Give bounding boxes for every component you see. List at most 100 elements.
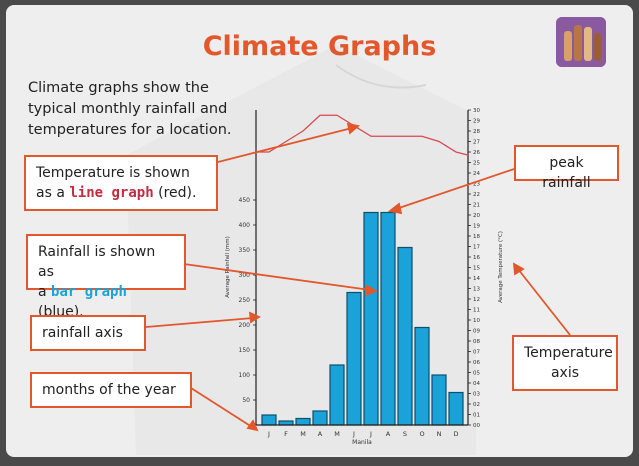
temp-axis-arrow bbox=[517, 268, 571, 336]
temperature-axis-label: Average Temperature (°C) bbox=[498, 231, 504, 303]
month-tick-label: J bbox=[369, 430, 372, 438]
temperature-tick-label: 15 bbox=[473, 266, 480, 272]
temperature-tick-label: 03 bbox=[473, 392, 480, 398]
temperature-tick-label: 24 bbox=[473, 171, 480, 177]
peak-arrow bbox=[395, 168, 515, 210]
temperature-tick-label: 17 bbox=[473, 245, 480, 251]
temperature-tick-label: 00 bbox=[473, 423, 480, 429]
rainfall-bars bbox=[261, 211, 464, 426]
month-tick-label: M bbox=[334, 430, 340, 438]
rainfall-axis-callout: rainfall axis bbox=[30, 315, 146, 351]
temperature-tick-label: 02 bbox=[473, 402, 480, 408]
rainfall-bar bbox=[431, 374, 447, 426]
temperature-axis-callout-line-2: axis bbox=[550, 365, 580, 381]
rainfall-bar bbox=[414, 326, 430, 426]
temperature-callout: Temperature is shown as a line graph (re… bbox=[24, 155, 218, 211]
callout-arrows bbox=[145, 122, 571, 432]
temperature-tick-label: 04 bbox=[473, 381, 480, 387]
months-callout: months of the year bbox=[30, 372, 192, 408]
temperature-tick-label: 20 bbox=[473, 213, 480, 219]
rainfall-arrow bbox=[183, 263, 371, 291]
temperature-arrow-head bbox=[346, 122, 360, 135]
rainfall-bar bbox=[329, 364, 345, 426]
rainfall-tick-label: 300 bbox=[239, 272, 251, 279]
month-tick-label: F bbox=[284, 430, 288, 438]
temperature-tick-label: 16 bbox=[473, 255, 480, 261]
line-graph-highlight: line graph bbox=[69, 185, 154, 201]
temperature-tick-label: 13 bbox=[473, 287, 480, 293]
temperature-tick-label: 18 bbox=[473, 234, 480, 240]
rainfall-tick-label: 150 bbox=[239, 347, 251, 354]
temperature-arrow bbox=[217, 127, 353, 163]
rainfall-bar bbox=[397, 246, 413, 426]
temperature-line bbox=[256, 114, 469, 156]
temperature-tick-label: 19 bbox=[473, 224, 480, 230]
temperature-callout-line-2: as a line graph (red). bbox=[36, 183, 206, 203]
rainfall-tick-label: 400 bbox=[239, 222, 251, 229]
intro-line-3: temperatures for a location. bbox=[28, 122, 232, 138]
months-arrow-head bbox=[246, 419, 259, 432]
rainfall-tick-label: 350 bbox=[239, 247, 251, 254]
rainfall-tick-label: 200 bbox=[239, 322, 251, 329]
temperature-tick-label: 06 bbox=[473, 360, 480, 366]
temperature-tick-label: 05 bbox=[473, 371, 480, 377]
temperature-tick-label: 22 bbox=[473, 192, 480, 198]
temperature-tick-label: 14 bbox=[473, 276, 480, 282]
page-title: Climate Graphs bbox=[202, 31, 437, 62]
month-tick-label: S bbox=[403, 430, 407, 438]
rainfall-callout: Rainfall is shown as a bar graph (blue). bbox=[26, 234, 186, 320]
temperature-tick-label: 28 bbox=[473, 129, 480, 135]
temperature-callout-suffix: (red). bbox=[153, 185, 197, 201]
month-tick-label: M bbox=[300, 430, 306, 438]
temperature-tick-label: 11 bbox=[473, 308, 480, 314]
temperature-callout-line-1: Temperature is shown bbox=[36, 165, 190, 181]
temperature-tick-label: 27 bbox=[473, 140, 480, 146]
slide: Climate Graphs Climate graphs show the t… bbox=[6, 5, 633, 457]
temperature-axis-ticks: 00 01 02 03 04 05 06 07 08 09 10 11 12 13 14 15 16 17 18 19… bbox=[468, 108, 480, 429]
temp-axis-arrow-head bbox=[512, 262, 525, 276]
rainfall-callout-prefix: a bbox=[38, 284, 52, 300]
temperature-tick-label: 26 bbox=[473, 150, 480, 156]
rainfall-bar bbox=[261, 414, 277, 426]
month-tick-label: J bbox=[352, 430, 355, 438]
rainfall-axis-arrow-head bbox=[248, 311, 261, 324]
rainfall-tick-label: 50 bbox=[242, 397, 250, 404]
intro-line-2: typical monthly rainfall and bbox=[28, 101, 228, 117]
raised-hands-icon bbox=[556, 17, 606, 67]
temperature-callout-prefix: as a bbox=[36, 185, 70, 201]
month-tick-label: A bbox=[386, 430, 391, 438]
bar-graph-highlight: bar graph bbox=[51, 284, 127, 300]
rainfall-bar bbox=[295, 417, 311, 426]
months-arrow bbox=[190, 387, 253, 428]
temperature-tick-label: 01 bbox=[473, 413, 480, 419]
rainfall-axis-ticks: 50 100 150 200 250 300 350 400 450 bbox=[239, 197, 256, 404]
temperature-tick-label: 30 bbox=[473, 108, 480, 114]
temperature-axis-callout-line-1: Temperature bbox=[524, 345, 613, 361]
peak-arrow-head bbox=[387, 202, 403, 215]
rainfall-axis-arrow bbox=[145, 317, 254, 328]
month-tick-label: J bbox=[267, 430, 270, 438]
rainfall-arrow-head bbox=[364, 284, 379, 297]
month-tick-label: N bbox=[437, 430, 442, 438]
rainfall-bar bbox=[448, 391, 464, 426]
month-tick-label: A bbox=[318, 430, 323, 438]
rainfall-axis-label: Average Rainfall (mm) bbox=[225, 236, 231, 298]
rainfall-tick-label: 450 bbox=[239, 197, 251, 204]
temperature-tick-label: 07 bbox=[473, 350, 480, 356]
rainfall-bar bbox=[380, 211, 396, 426]
temperature-tick-label: 10 bbox=[473, 318, 480, 324]
temperature-tick-label: 12 bbox=[473, 297, 480, 303]
rainfall-tick-label: 250 bbox=[239, 297, 251, 304]
rainfall-bar bbox=[346, 291, 362, 426]
temperature-tick-label: 08 bbox=[473, 339, 480, 345]
temperature-tick-label: 21 bbox=[473, 203, 480, 209]
temperature-axis-callout: Temperature axis bbox=[512, 335, 618, 391]
temperature-tick-label: 25 bbox=[473, 161, 480, 167]
rainfall-bar bbox=[312, 410, 328, 426]
intro-text: Climate graphs show the typical monthly … bbox=[28, 78, 268, 141]
rainfall-bar bbox=[363, 211, 379, 426]
rainfall-callout-line-1: Rainfall is shown as bbox=[38, 244, 156, 280]
temperature-tick-label: 23 bbox=[473, 182, 480, 188]
